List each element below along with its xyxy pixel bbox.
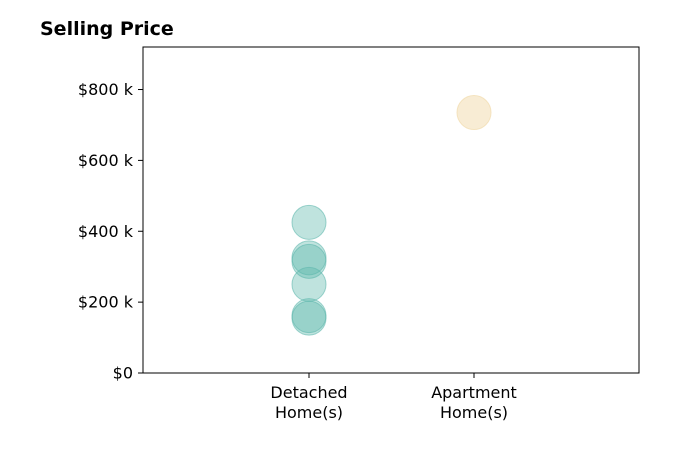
y-axis: $0 $200 k $400 k $600 k $800 k	[78, 80, 143, 383]
x-tick-label: Detached	[270, 383, 347, 402]
y-tick-label: $600 k	[78, 151, 134, 170]
data-point	[291, 266, 327, 302]
x-tick-label: Home(s)	[440, 403, 508, 422]
chart-title: Selling Price	[40, 18, 174, 40]
data-points	[291, 95, 492, 336]
plot-area-frame	[142, 46, 640, 374]
x-tick-label: Home(s)	[275, 403, 343, 422]
y-tick-label: $200 k	[78, 293, 134, 312]
x-tick-label: Apartment	[431, 383, 517, 402]
y-tick-label: $0	[113, 364, 133, 383]
y-tick-label: $400 k	[78, 222, 134, 241]
data-point	[456, 95, 492, 131]
data-point	[291, 300, 327, 336]
y-tick-label: $800 k	[78, 80, 134, 99]
data-point	[291, 204, 327, 240]
